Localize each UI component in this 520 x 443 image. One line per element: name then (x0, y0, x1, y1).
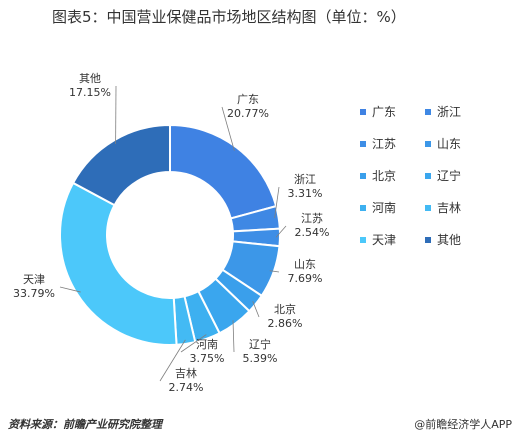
slice-9 (59, 181, 178, 346)
donut-slices (59, 123, 281, 346)
legend-swatch-1 (360, 109, 366, 115)
slice-label-name-2: 浙江 (294, 173, 316, 186)
legend-label-7: 河南 (372, 200, 396, 215)
legend-swatch-2 (425, 109, 431, 115)
slice-label-name-9: 天津 (23, 273, 45, 286)
slice-label-name-4: 山东 (294, 258, 316, 271)
leader-line-4 (269, 270, 280, 273)
legend-swatch-7 (360, 205, 366, 211)
leader-line-1 (221, 106, 235, 151)
slice-label-name-6: 辽宁 (249, 337, 271, 351)
slice-10 (71, 123, 171, 207)
leader-line-8 (159, 339, 186, 382)
slice-label-name-5: 北京 (274, 302, 296, 316)
slice-label-value-2: 3.31% (288, 187, 323, 200)
leader-line-7 (180, 334, 207, 353)
legend-label-8: 吉林 (437, 201, 461, 215)
legend-label-9: 天津 (372, 233, 396, 247)
leader-line-5 (252, 301, 260, 318)
legend-label-1: 广东 (372, 105, 396, 119)
legend-swatch-6 (425, 173, 431, 179)
leader-line-2 (274, 186, 280, 218)
legend-swatch-4 (425, 141, 431, 147)
slice-label-value-1: 20.77% (227, 107, 269, 120)
slice-1 (169, 123, 278, 220)
leader-lines (59, 85, 287, 382)
legend-swatch-9 (360, 237, 366, 243)
slice-label-value-6: 5.39% (243, 352, 278, 365)
slice-label-value-5: 2.86% (268, 317, 303, 330)
brand-watermark-text: @前瞻经济学人APP (414, 417, 512, 431)
legend-label-5: 北京 (372, 169, 396, 183)
legend-swatch-10 (425, 237, 431, 243)
slice-label-name-8: 吉林 (175, 366, 197, 380)
legend-label-4: 山东 (437, 137, 461, 151)
slice-label-name-10: 其他 (79, 72, 101, 85)
slice-label-value-7: 3.75% (190, 352, 225, 365)
slice-label-value-9: 33.79% (13, 287, 55, 300)
legend-swatch-3 (360, 141, 366, 147)
legend-label-10: 其他 (437, 233, 461, 247)
leader-line-3 (275, 225, 287, 238)
slice-label-value-4: 7.69% (288, 272, 323, 285)
slice-label-value-3: 2.54% (295, 226, 330, 239)
legend-label-2: 浙江 (437, 105, 461, 119)
legend-label-6: 辽宁 (437, 168, 461, 183)
leader-line-9 (59, 286, 81, 293)
slice-label-name-3: 江苏 (301, 212, 323, 225)
slice-label-name-1: 广东 (237, 93, 259, 106)
source-note: 资料来源：前瞻产业研究院整理 (8, 418, 164, 431)
slice-label-value-8: 2.74% (169, 381, 204, 394)
legend-swatch-8 (425, 205, 431, 211)
legend-swatch-5 (360, 173, 366, 179)
legend-label-3: 江苏 (372, 137, 396, 151)
chart-title: 图表5：中国营业保健品市场地区结构图（单位：%） (52, 8, 406, 26)
slice-label-name-7: 河南 (196, 338, 218, 351)
leader-line-6 (232, 320, 235, 353)
slice-label-value-10: 17.15% (69, 86, 111, 99)
